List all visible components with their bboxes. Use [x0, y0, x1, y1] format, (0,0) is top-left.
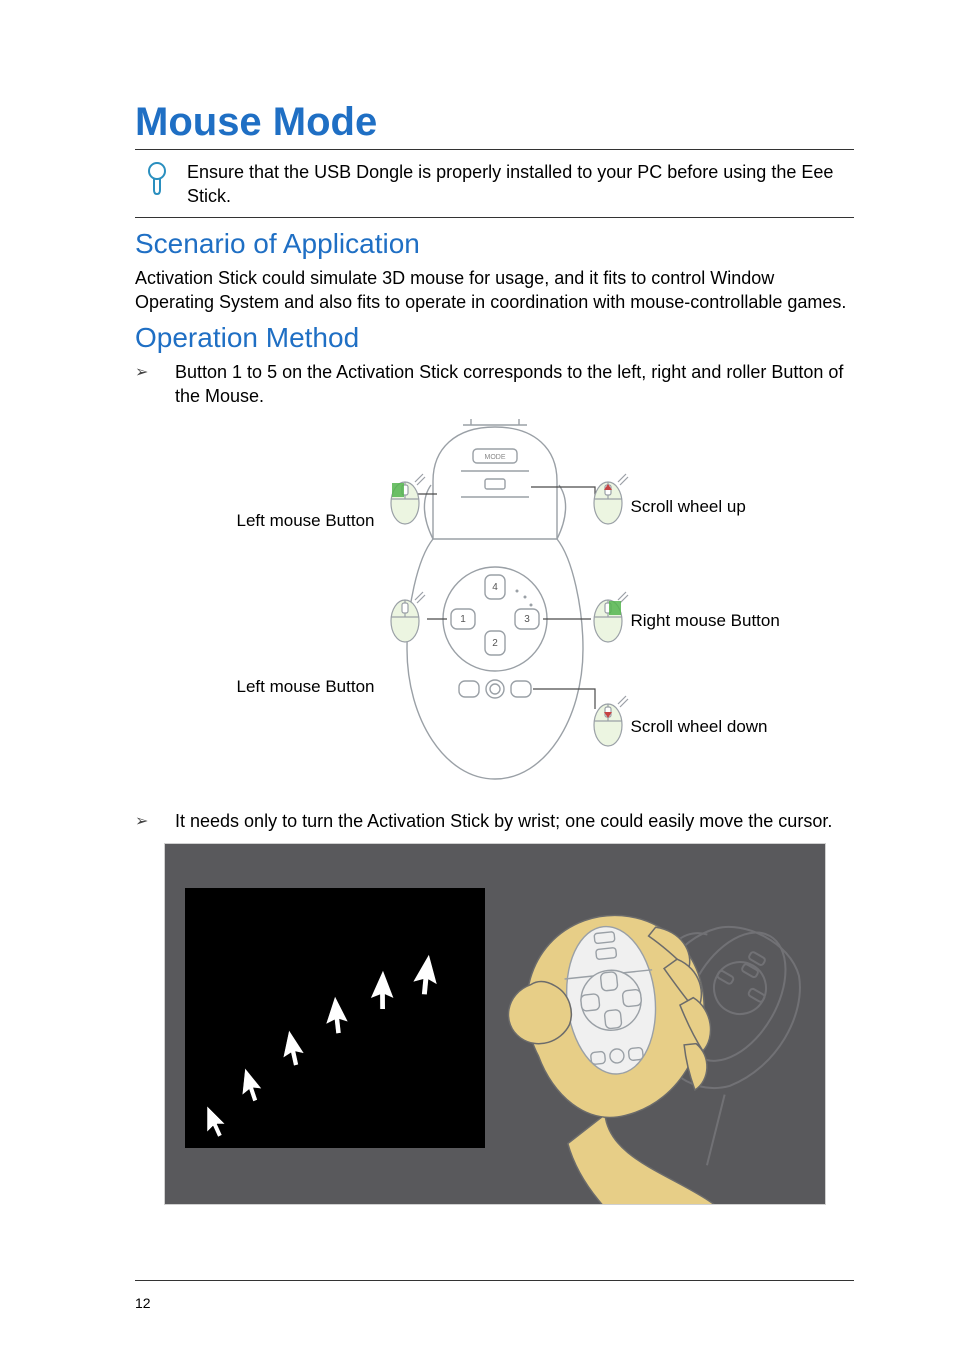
svg-text:MODE: MODE — [484, 454, 505, 461]
svg-text:3: 3 — [524, 614, 530, 625]
page-title: Mouse Mode — [135, 100, 854, 145]
note-text: Ensure that the USB Dongle is properly i… — [187, 160, 854, 209]
label-scroll-up: Scroll wheel up — [631, 497, 746, 517]
bullet-item: ➢ It needs only to turn the Activation S… — [135, 809, 854, 833]
note-callout: Ensure that the USB Dongle is properly i… — [135, 156, 854, 217]
bullet-icon: ➢ — [135, 809, 155, 831]
label-left-mouse-mid: Left mouse Button — [195, 677, 375, 697]
svg-text:4: 4 — [492, 582, 498, 593]
svg-text:2: 2 — [492, 638, 498, 649]
svg-text:1: 1 — [460, 614, 466, 625]
label-right-mouse: Right mouse Button — [631, 611, 780, 631]
label-scroll-down: Scroll wheel down — [631, 717, 768, 737]
bullet-text-2: It needs only to turn the Activation Sti… — [175, 809, 854, 833]
title-rule — [135, 149, 854, 150]
lightbulb-icon — [145, 160, 169, 205]
footer-rule — [135, 1280, 854, 1281]
wrist-motion-diagram — [164, 843, 826, 1205]
scenario-heading: Scenario of Application — [135, 228, 854, 260]
button-mapping-diagram: 4 2 1 3 — [195, 419, 795, 789]
label-left-mouse-top: Left mouse Button — [195, 511, 375, 531]
page: Mouse Mode Ensure that the USB Dongle is… — [0, 0, 954, 1351]
bullet-item: ➢ Button 1 to 5 on the Activation Stick … — [135, 360, 854, 409]
bullet-icon: ➢ — [135, 360, 155, 382]
page-number: 12 — [135, 1295, 151, 1311]
note-rule — [135, 217, 854, 218]
scenario-body: Activation Stick could simulate 3D mouse… — [135, 266, 854, 315]
bullet-text-1: Button 1 to 5 on the Activation Stick co… — [175, 360, 854, 409]
operation-heading: Operation Method — [135, 322, 854, 354]
